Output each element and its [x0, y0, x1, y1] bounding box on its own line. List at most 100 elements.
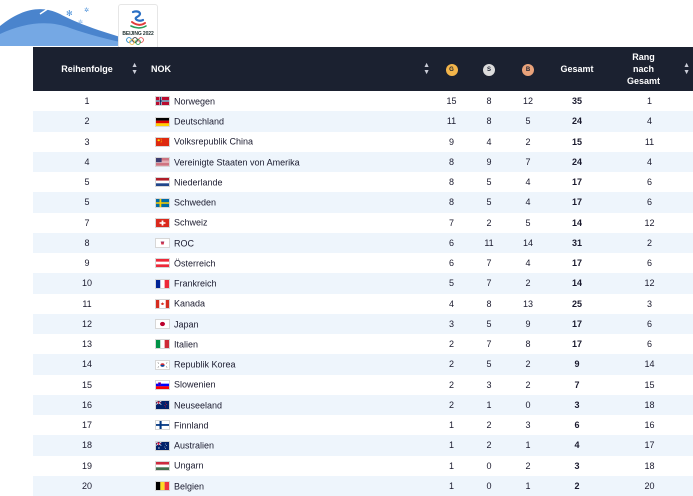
country-name-link[interactable]: Volksrepublik China [174, 136, 254, 147]
bronze-count-cell: 9 [525, 318, 531, 329]
silver-count-cell: 11 [484, 237, 494, 248]
country-name-link[interactable]: Republik Korea [174, 359, 236, 370]
nok-cell[interactable]: Slowenien [141, 375, 433, 395]
table-row[interactable]: 10 Frankreich 5 7 2 14 12 [33, 273, 693, 294]
nok-cell[interactable]: Kanada [141, 294, 433, 314]
table-row[interactable]: 20 Belgien 1 0 1 2 20 [33, 475, 693, 496]
table-row[interactable]: 3 Volksrepublik China 9 4 2 15 11 [33, 131, 693, 152]
table-row[interactable]: 11 Kanada 4 8 13 25 3 [33, 293, 693, 314]
country-name-link[interactable]: Slowenien [174, 379, 216, 390]
country-name-link[interactable]: ROC [174, 238, 194, 249]
nok-cell[interactable]: Japan [141, 314, 433, 334]
table-row[interactable]: 7 Schweiz 7 2 5 14 12 [33, 212, 693, 233]
country-name-link[interactable]: Schweden [174, 197, 217, 208]
rank-cell: 18 [81, 440, 92, 451]
table-row[interactable]: 12 Japan 3 5 9 17 6 [33, 313, 693, 334]
country-name-link[interactable]: Österreich [174, 258, 216, 269]
column-header-rank-by-total[interactable]: Rang nach Gesamt ▲ ▼ [606, 47, 693, 91]
table-row[interactable]: 8 ROC 6 11 14 31 2 [33, 232, 693, 253]
nok-cell[interactable]: Deutschland [141, 111, 433, 131]
table-row[interactable]: 18 Australien 1 2 1 4 17 [33, 435, 693, 456]
country-name-link[interactable]: Belgien [174, 481, 205, 492]
column-header-total[interactable]: Gesamt [548, 47, 606, 91]
table-row[interactable]: 4 Vereinigte Staaten von Amerika 8 9 7 24 4 [33, 151, 693, 172]
country-name-link[interactable]: Ungarn [174, 460, 204, 471]
table-row[interactable]: 16 Neuseeland 2 1 0 3 18 [33, 394, 693, 415]
nok-cell[interactable]: Italien [141, 334, 433, 354]
silver-count-cell: 3 [486, 379, 492, 390]
nok-cell[interactable]: Neuseeland [141, 395, 433, 415]
table-row[interactable]: 19 Ungarn 1 0 2 3 18 [33, 455, 693, 476]
total-count-cell: 17 [571, 197, 582, 208]
table-row[interactable]: 2 Deutschland 11 8 5 24 4 [33, 111, 693, 132]
nok-cell[interactable]: Vereinigte Staaten von Amerika [141, 152, 433, 172]
column-header-nok[interactable]: NOK ▲ ▼ [141, 47, 433, 91]
bronze-medal-icon: B [522, 63, 534, 76]
table-row[interactable]: 5 Niederlande 8 5 4 17 6 [33, 172, 693, 193]
country-name-link[interactable]: Japan [174, 319, 199, 330]
nok-cell[interactable]: Österreich [141, 253, 433, 273]
rank-cell: 20 [81, 480, 92, 491]
nok-cell[interactable]: Schweiz [141, 213, 433, 233]
table-row[interactable]: 5 Schweden 8 5 4 17 6 [33, 192, 693, 213]
nok-cell[interactable]: ROC [141, 233, 433, 253]
total-count-cell: 7 [574, 379, 580, 390]
column-header-bronze[interactable]: B [508, 47, 548, 91]
sort-icon[interactable]: ▲ ▼ [423, 62, 430, 76]
belgium-flag-icon [155, 481, 170, 492]
sort-icon[interactable]: ▲ ▼ [683, 62, 690, 76]
nok-cell[interactable]: Norwegen [141, 91, 433, 111]
nok-cell[interactable]: Republik Korea [141, 354, 433, 374]
rank-cell: 10 [81, 278, 92, 289]
rank-cell: 3 [84, 136, 90, 147]
country-name-link[interactable]: Australien [174, 440, 215, 451]
rank-cell: 13 [81, 339, 92, 350]
country-name-link[interactable]: Neuseeland [174, 400, 223, 411]
country-name-link[interactable]: Niederlande [174, 177, 223, 188]
country-name-link[interactable]: Deutschland [174, 116, 225, 127]
gold-count-cell: 7 [448, 217, 454, 228]
silver-count-cell: 7 [486, 278, 492, 289]
gold-count-cell: 6 [448, 237, 454, 248]
country-name-link[interactable]: Frankreich [174, 278, 217, 289]
nok-cell[interactable]: Niederlande [141, 172, 433, 192]
table-row[interactable]: 9 Österreich 6 7 4 17 6 [33, 253, 693, 274]
gold-count-cell: 1 [448, 420, 454, 431]
nok-cell[interactable]: Schweden [141, 192, 433, 212]
column-header-rank-by-total-line1: Rang [632, 52, 655, 62]
column-header-rank-by-total-line3: Gesamt [626, 76, 661, 86]
bronze-count-cell: 8 [525, 339, 531, 350]
sort-icon[interactable]: ▲ ▼ [131, 62, 138, 76]
rank-by-total-cell: 16 [644, 420, 655, 431]
france-flag-icon [155, 278, 170, 289]
country-name-link[interactable]: Schweiz [174, 217, 208, 228]
country-name-link[interactable]: Vereinigte Staaten von Amerika [174, 157, 300, 168]
table-row[interactable]: 17 Finnland 1 2 3 6 16 [33, 415, 693, 436]
table-row[interactable]: 13 Italien 2 7 8 17 6 [33, 334, 693, 355]
nok-cell[interactable]: Volksrepublik China [141, 132, 433, 152]
column-header-gold[interactable]: G [433, 47, 470, 91]
nok-cell[interactable]: Australien [141, 435, 433, 455]
country-name-link[interactable]: Kanada [174, 298, 206, 309]
nok-cell[interactable]: Finnland [141, 415, 433, 435]
silver-count-cell: 2 [486, 440, 492, 451]
column-header-rank[interactable]: Reihenfolge ▲ ▼ [33, 47, 141, 91]
nok-cell[interactable]: Ungarn [141, 456, 433, 476]
japan-flag-icon [155, 319, 170, 330]
rank-by-total-cell: 4 [646, 156, 652, 167]
bronze-count-cell: 2 [525, 278, 531, 289]
column-header-rank-label: Reihenfolge [61, 64, 113, 74]
table-row[interactable]: 15 Slowenien 2 3 2 7 15 [33, 374, 693, 395]
country-name-link[interactable]: Finnland [174, 420, 209, 431]
country-name-link[interactable]: Italien [174, 339, 199, 350]
rank-by-total-cell: 12 [644, 278, 655, 289]
total-count-cell: 2 [574, 480, 580, 491]
nok-cell[interactable]: Belgien [141, 476, 433, 496]
nok-cell[interactable]: Frankreich [141, 273, 433, 293]
bronze-count-cell: 13 [522, 298, 533, 309]
country-name-link[interactable]: Norwegen [174, 96, 216, 107]
table-row[interactable]: 1 Norwegen 15 8 12 35 1 [33, 91, 693, 112]
bronze-count-cell: 0 [525, 399, 531, 410]
column-header-silver[interactable]: S [470, 47, 508, 91]
table-row[interactable]: 14 Republik Korea 2 5 2 9 14 [33, 354, 693, 375]
